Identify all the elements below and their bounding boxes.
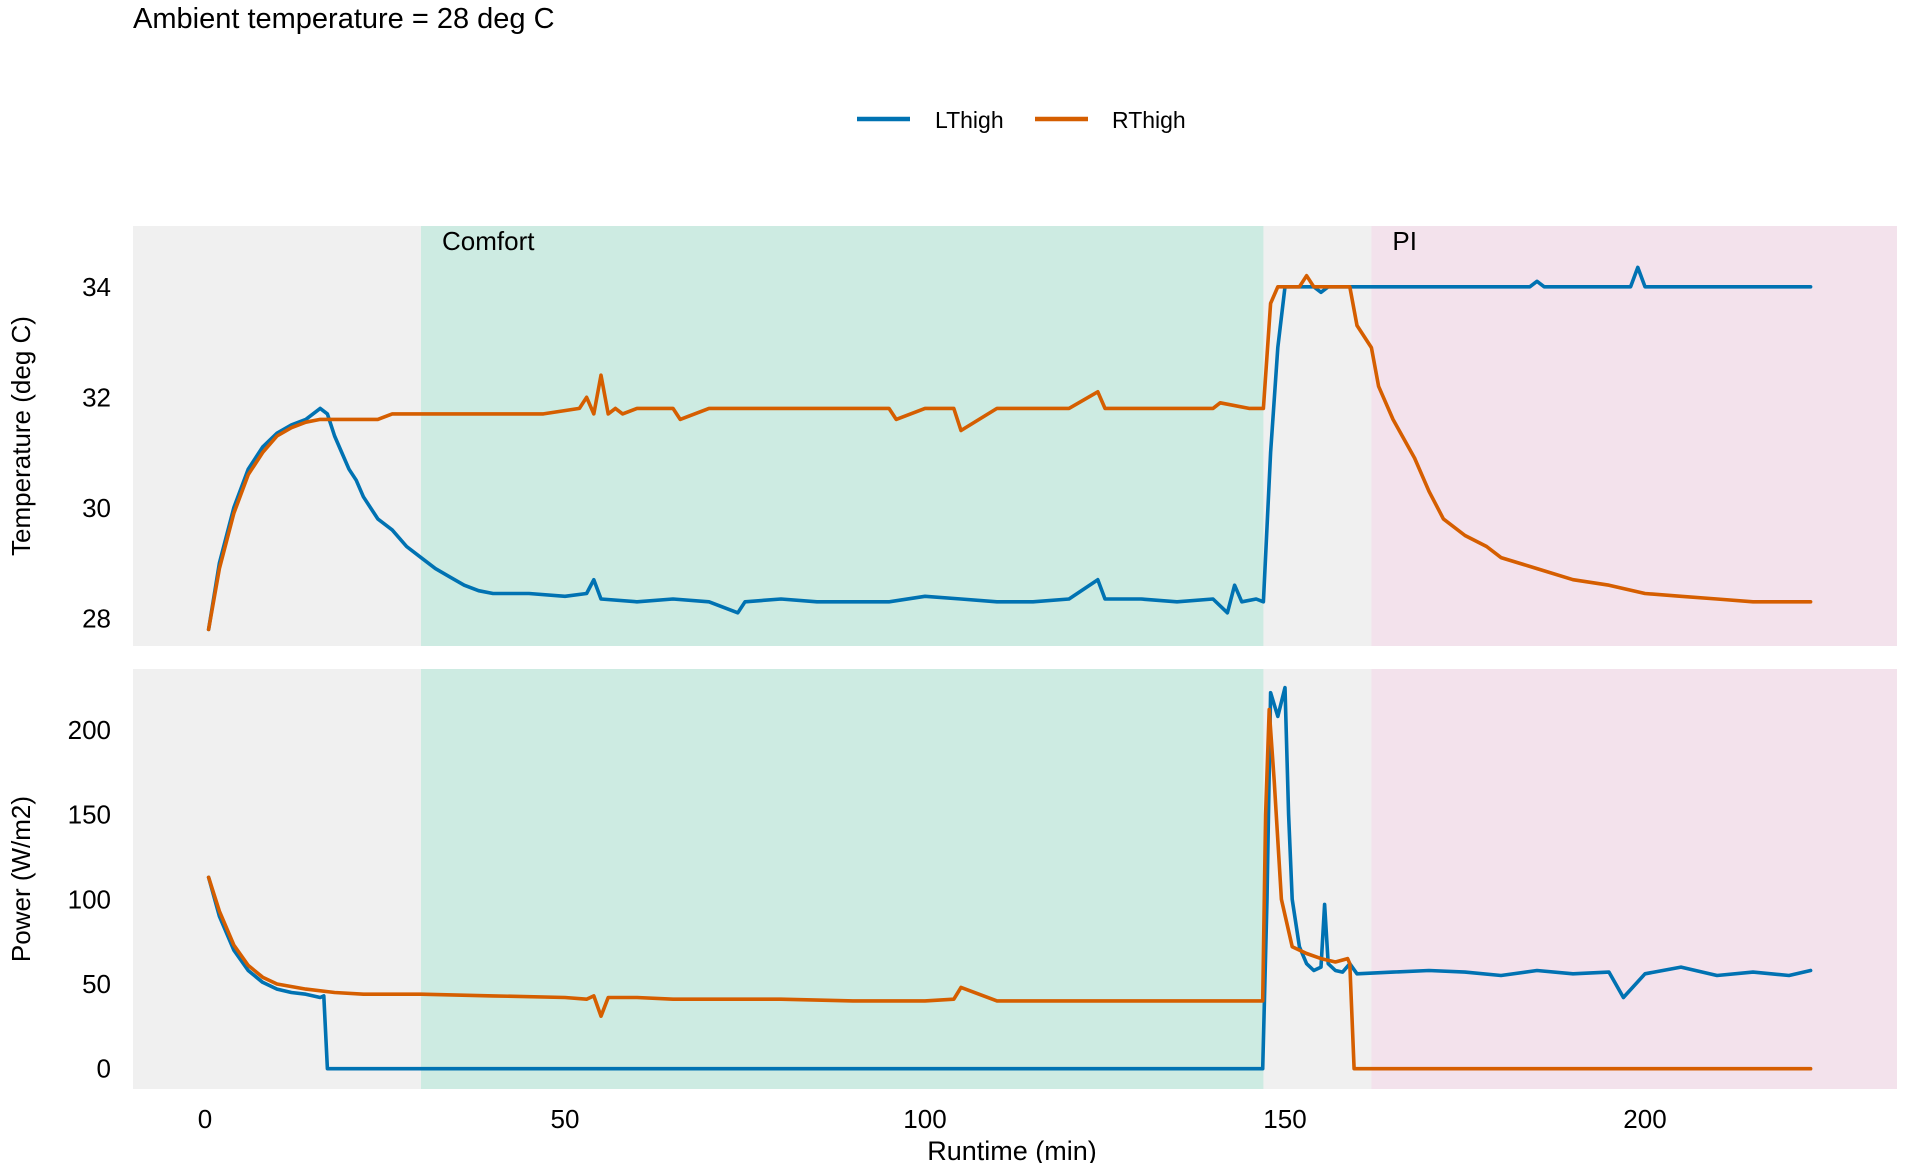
chart-title: Ambient temperature = 28 deg C: [133, 3, 555, 35]
panel-temperature: Comfort PI 28 30 32 34 Temperature (deg C): [6, 226, 1897, 646]
panel-power: 0 50 100 150 200 Power (W/m2): [6, 669, 1897, 1089]
y-tick-label: 34: [82, 272, 111, 302]
region-pi: [1371, 669, 1897, 1089]
y-axis-label: Temperature (deg C): [6, 316, 36, 556]
series-line-rthigh: [206, 273, 1813, 632]
x-tick-label: 50: [551, 1104, 580, 1134]
legend-label-lthigh: LThigh: [935, 107, 1004, 133]
region-label-comfort: Comfort: [442, 226, 535, 256]
y-tick-label: 150: [68, 800, 111, 830]
x-tick-label: 100: [903, 1104, 946, 1134]
legend-label-rthigh: RThigh: [1112, 107, 1186, 133]
y-axis-label: Power (W/m2): [6, 796, 36, 962]
x-tick-label: 150: [1263, 1104, 1306, 1134]
x-axis: 0 50 100 150 200: [198, 1104, 1667, 1134]
y-tick-label: 28: [82, 603, 111, 633]
series-line-lthigh: [206, 685, 1813, 1071]
region-comfort: [421, 669, 1264, 1089]
y-tick-label: 50: [82, 969, 111, 999]
region-comfort: [421, 226, 1264, 646]
y-tick-label: 32: [82, 382, 111, 412]
region-label-pi: PI: [1392, 226, 1417, 256]
y-tick-label: 30: [82, 493, 111, 523]
y-tick-label: 100: [68, 884, 111, 914]
region-pi: [1371, 226, 1897, 646]
legend: LThigh RThigh: [857, 107, 1186, 133]
x-axis-label: Runtime (min): [927, 1136, 1097, 1163]
y-tick-label: 200: [68, 715, 111, 745]
x-tick-label: 0: [198, 1104, 212, 1134]
series-line-rthigh: [206, 707, 1813, 1071]
y-tick-label: 0: [97, 1054, 111, 1084]
x-tick-label: 200: [1623, 1104, 1666, 1134]
